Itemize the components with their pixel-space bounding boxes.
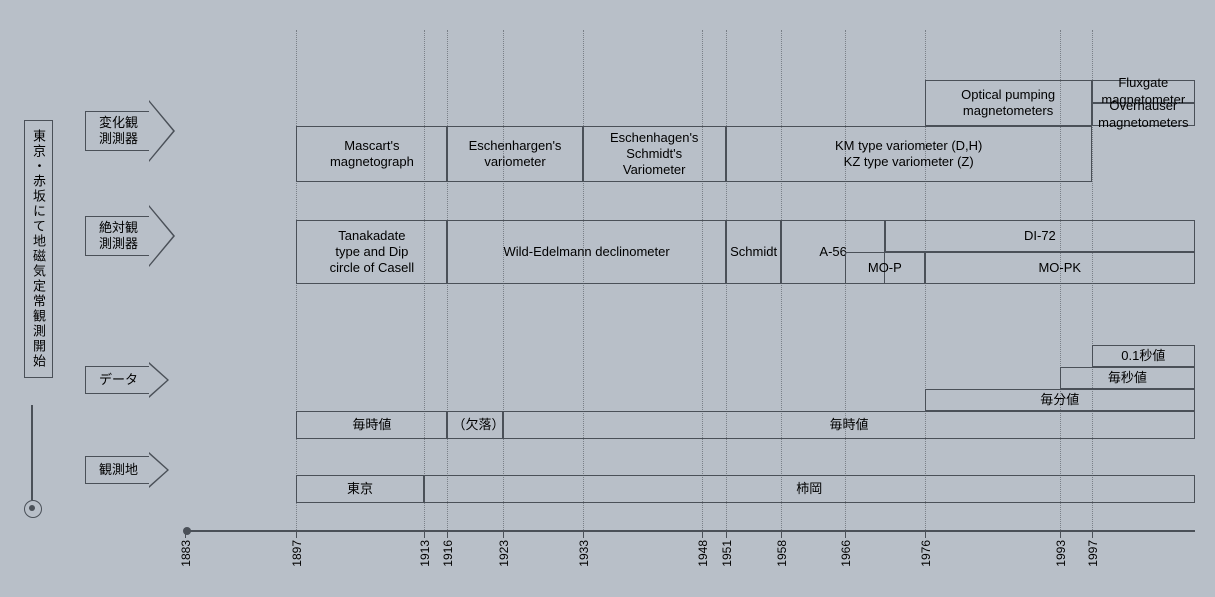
year-label: 1916 [441,540,455,567]
timeline-box: 毎時値 [296,411,447,439]
timeline-box: 毎時値 [503,411,1195,439]
timeline-box: 毎分値 [925,389,1195,411]
timeline-box: Optical pumpingmagnetometers [925,80,1092,126]
arrow-head-icon [149,100,175,162]
timeline-box: Overhausermagnetometers [1092,103,1195,126]
timeline-box: （欠落） [447,411,503,439]
timeline-box: Wild-Edelmann declinometer [447,220,725,284]
row-label-arrow: 変化観測測器 [85,100,177,162]
row-label-arrow: 絶対観測測器 [85,205,177,267]
year-label: 1913 [418,540,432,567]
year-tick-mark [925,530,926,538]
year-label: 1923 [497,540,511,567]
year-label: 1951 [720,540,734,567]
timeline-box: MO-PK [925,252,1195,284]
arrow-head-icon [149,362,169,398]
timeline-box: 柿岡 [424,475,1195,503]
year-label: 1966 [839,540,853,567]
year-tick-mark [503,530,504,538]
timeline-box: Mascart'smagnetograph [296,126,447,182]
year-tick-mark [185,530,186,538]
arrow-head-icon [149,452,169,488]
year-label: 1958 [775,540,789,567]
timeline-box: 東京 [296,475,423,503]
year-tick-mark [1092,530,1093,538]
row-label-arrow: 観測地 [85,452,177,488]
row-label-arrow: データ [85,362,177,398]
year-label: 1897 [290,540,304,567]
row-label-text: 変化観測測器 [85,111,151,151]
start-marker [24,500,40,516]
year-tick-mark [296,530,297,538]
year-tick-mark [726,530,727,538]
row-label-text: 絶対観測測器 [85,216,151,256]
year-tick-mark [583,530,584,538]
timeline-box: Tanakadatetype and Dipcircle of Casell [296,220,447,284]
year-label: 1976 [919,540,933,567]
timeline-box: MO-P [845,252,925,284]
arrow-head-icon [149,205,175,267]
year-tick-mark [845,530,846,538]
timeline-box: KM type variometer (D,H)KZ type variomet… [726,126,1092,182]
year-label: 1933 [577,540,591,567]
year-tick-mark [702,530,703,538]
year-label: 1993 [1054,540,1068,567]
year-tick-mark [424,530,425,538]
timeline-box: DI-72 [885,220,1195,252]
year-tick-mark [781,530,782,538]
row-label-text: データ [85,366,151,394]
timeline-box: 0.1秒値 [1092,345,1195,367]
vertical-connector [31,405,33,500]
timeline-box: Eschenhargen'svariometer [447,126,582,182]
year-tick-mark [1060,530,1061,538]
row-label-text: 観測地 [85,456,151,484]
year-label: 1997 [1086,540,1100,567]
year-label: 1948 [696,540,710,567]
timeline-box: Schmidt [726,220,782,284]
timeline-chart: 1883189719131916192319331948195119581966… [185,20,1195,560]
year-tick-mark [447,530,448,538]
vertical-start-label: 東京・赤坂にて地磁気定常観測開始 [24,120,53,378]
year-label: 1883 [179,540,193,567]
timeline-box: 毎秒値 [1060,367,1195,389]
timeline-box: Eschenhagen'sSchmidt'sVariometer [583,126,726,182]
